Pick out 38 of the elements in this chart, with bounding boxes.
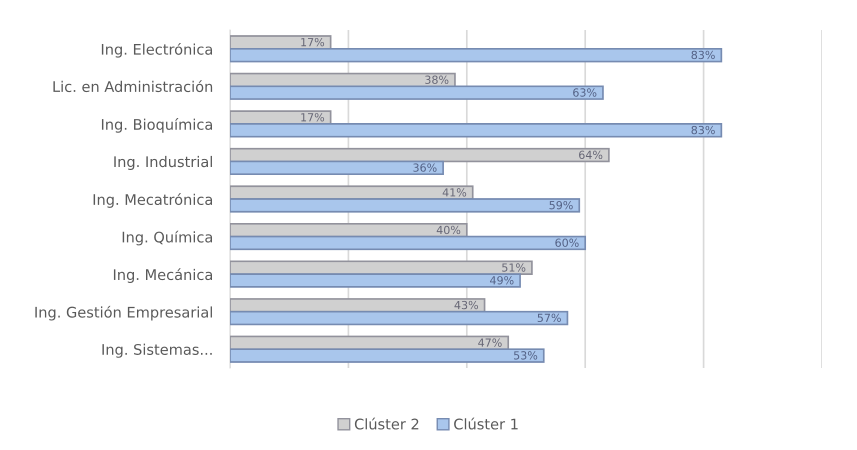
data-label: 38%	[425, 76, 448, 84]
y-tick-label: Ing. Bioquímica	[102, 118, 212, 133]
bar	[230, 348, 545, 363]
y-tick-label: Ing. Industrial	[114, 156, 212, 170]
data-label: 49%	[490, 276, 514, 284]
data-label: 43%	[454, 300, 478, 310]
y-tick-label: Ing. Química	[122, 230, 212, 246]
y-tick-label: Ing. Gestión Empresarial	[35, 306, 212, 321]
y-tick-label: Ing. Electrónica	[102, 42, 212, 58]
bar	[230, 236, 586, 250]
data-label: 63%	[573, 88, 596, 97]
data-label: 17%	[301, 38, 324, 46]
bar	[230, 160, 444, 176]
data-label: 83%	[691, 126, 715, 134]
bar	[230, 310, 568, 326]
data-label: 51%	[502, 263, 526, 272]
legend-label: Clúster 1	[454, 418, 518, 430]
bar	[230, 86, 604, 100]
data-label: 36%	[413, 163, 437, 172]
legend-label: Clúster 2	[354, 418, 418, 430]
y-tick-label: Ing. Sistemas...	[102, 344, 212, 358]
y-tick-label: Lic. en Administración	[53, 80, 212, 92]
y-tick-label: Ing. Mecánica	[114, 268, 212, 283]
bar	[230, 48, 722, 62]
bar	[230, 198, 580, 213]
bar	[230, 273, 521, 288]
data-label: 64%	[579, 150, 602, 160]
y-tick-label: Ing. Mecatrónica	[94, 193, 212, 208]
data-label: 60%	[555, 238, 579, 247]
data-label: 17%	[301, 113, 324, 122]
data-label: 57%	[538, 314, 561, 322]
data-label: 40%	[436, 226, 460, 234]
data-label: 53%	[514, 351, 538, 360]
data-label: 47%	[478, 338, 502, 347]
data-label: 83%	[691, 50, 715, 60]
data-label: 59%	[550, 200, 573, 210]
data-label: 41%	[442, 188, 466, 197]
bar	[230, 123, 722, 138]
